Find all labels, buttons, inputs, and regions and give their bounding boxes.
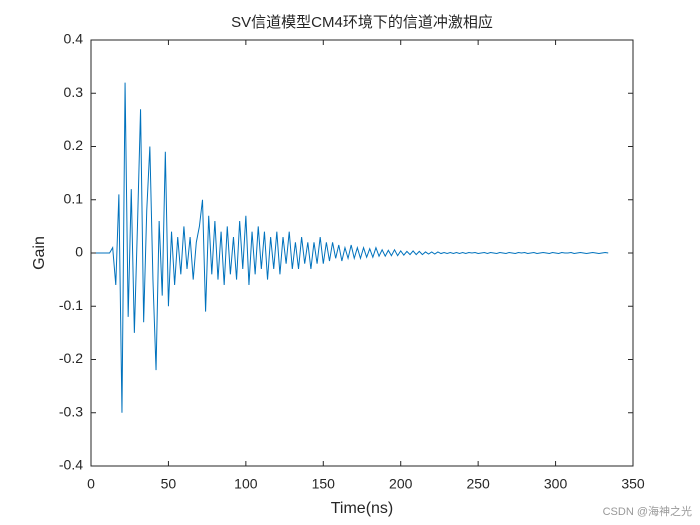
y-tick-label: 0.2 xyxy=(64,137,84,153)
x-tick-label: 300 xyxy=(544,476,568,492)
y-tick-label: -0.2 xyxy=(59,350,83,366)
watermark: CSDN @海神之光 xyxy=(603,504,692,518)
y-tick-label: 0.1 xyxy=(64,190,84,206)
y-tick-label: -0.4 xyxy=(59,457,83,473)
data-line xyxy=(91,82,609,413)
y-tick-label: 0.4 xyxy=(64,31,84,47)
x-axis-label: Time(ns) xyxy=(331,500,394,517)
y-axis-label: Gain xyxy=(31,236,48,270)
y-tick-label: 0.3 xyxy=(64,84,84,100)
x-tick-label: 50 xyxy=(161,476,177,492)
x-tick-label: 100 xyxy=(234,476,258,492)
y-tick-label: 0 xyxy=(75,244,83,260)
x-tick-label: 250 xyxy=(466,476,490,492)
y-tick-label: -0.3 xyxy=(59,403,83,419)
y-tick-label: -0.1 xyxy=(59,297,83,313)
x-tick-label: 350 xyxy=(621,476,645,492)
x-tick-label: 200 xyxy=(389,476,413,492)
x-tick-label: 150 xyxy=(312,476,336,492)
x-tick-label: 0 xyxy=(87,476,95,492)
chart-title: SV信道模型CM4环境下的信道冲激相应 xyxy=(231,13,493,31)
